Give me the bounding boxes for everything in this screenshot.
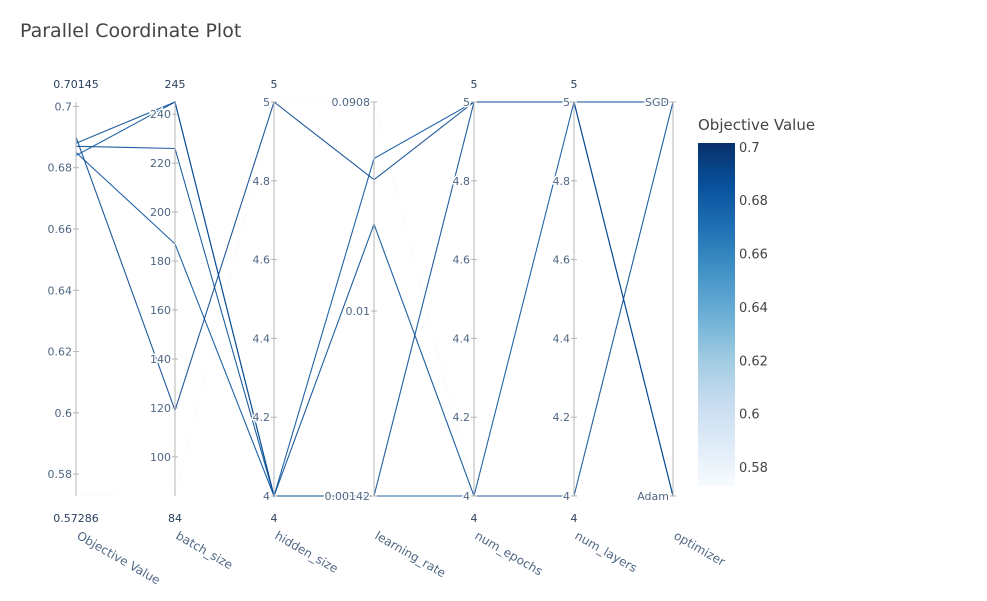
tick-label: 4.4	[453, 332, 471, 345]
tick-label: 180	[150, 255, 171, 268]
range-min-label: 4	[271, 512, 278, 525]
tick-label: 220	[150, 157, 171, 170]
tick-label: 4.6	[253, 254, 271, 267]
tick-label: 4.4	[553, 332, 571, 345]
tick-label: 0.58	[48, 468, 73, 481]
tick-label: 4.2	[453, 411, 471, 424]
dimension-label-num-layers: num_layers	[573, 528, 640, 575]
tick-label: 0.00142	[325, 490, 371, 503]
dimension-label-optimizer: optimizer	[672, 528, 728, 568]
colorbar-title: Objective Value	[698, 116, 815, 134]
chart-title: Parallel Coordinate Plot	[20, 20, 241, 42]
tick-label: 4.8	[253, 175, 271, 188]
colorbar-tick-label: 0.7	[739, 141, 760, 156]
tick-label: 120	[150, 402, 171, 415]
dimension-label-batch-size: batch_size	[174, 528, 236, 572]
tick-label: 4.8	[453, 175, 471, 188]
tick-label: 4.2	[553, 411, 571, 424]
axis-learning-rate[interactable]: 0.00142 0.01 0.0908 learning_rate	[323, 95, 449, 581]
range-max-label: 5	[571, 78, 578, 91]
range-min-label: 84	[168, 512, 182, 525]
tick-label: SGD	[645, 96, 669, 109]
tick-label: 0.66	[48, 223, 73, 236]
colorbar-tick-label: 0.64	[739, 301, 768, 316]
tick-label: 4.4	[253, 332, 271, 345]
tick-label: 4	[563, 490, 570, 503]
tick-label: 4.6	[553, 254, 571, 267]
tick-label: 0.68	[48, 162, 73, 175]
colorbar-tick-label: 0.58	[739, 461, 768, 476]
dimension-label-learning-rate: learning_rate	[373, 528, 449, 580]
dimension-label-objective-value: Objective Value	[75, 528, 163, 587]
tick-label: 0.01	[346, 305, 371, 318]
tick-label: 4	[263, 490, 270, 503]
colorbar-tick-label: 0.6	[739, 408, 760, 423]
tick-label: 4.2	[253, 411, 271, 424]
tick-label: 4.8	[553, 175, 571, 188]
tick-label: 0.62	[48, 346, 73, 359]
range-min-label: 4	[471, 512, 478, 525]
colorbar-tick-label: 0.62	[739, 354, 768, 369]
tick-label: 4	[463, 490, 470, 503]
range-max-label: 5	[271, 78, 278, 91]
tick-label: 5	[563, 96, 570, 109]
tick-label: 200	[150, 206, 171, 219]
tick-label: Adam	[637, 490, 669, 503]
tick-label: 4.6	[453, 254, 471, 267]
tick-label: 0.0908	[332, 96, 371, 109]
axis-num-layers[interactable]: 4 4.2 4.4 4.6 4.8 55 4 num_layers	[551, 78, 640, 575]
colorbar-tick-label: 0.68	[739, 194, 768, 209]
tick-label: 0.6	[55, 407, 73, 420]
tick-label: 0.7	[55, 100, 73, 113]
colorbar: Objective Value 0.58 0.6 0.62 0.64 0.66 0.68 0.…	[698, 116, 815, 486]
colorbar-tick-label: 0.66	[739, 248, 768, 263]
tick-label: 0.64	[48, 284, 73, 297]
tick-label: 140	[150, 353, 171, 366]
range-max-label: 245	[165, 78, 186, 91]
tick-label: 100	[150, 451, 171, 464]
tick-label: 5	[463, 96, 470, 109]
axis-objective-value[interactable]: 0.58 0.6 0.62 0.64 0.66 0.68 0.7 0.70145 0.57286…	[46, 78, 163, 587]
dimension-label-hidden-size: hidden_size	[273, 528, 341, 575]
axis-batch-size[interactable]: 100 120 140 160 180 200 220 240 245 84 batch_size	[149, 78, 236, 572]
tick-label: 5	[263, 96, 270, 109]
colorbar-gradient	[698, 143, 735, 486]
range-max-label: 0.70145	[53, 78, 99, 91]
range-max-label: 5	[471, 78, 478, 91]
tick-label: 160	[150, 304, 171, 317]
range-min-label: 0.57286	[53, 512, 99, 525]
dimension-label-num-epochs: num_epochs	[473, 528, 546, 578]
tick-label: 240	[150, 108, 171, 121]
axis-num-epochs[interactable]: 4 4.2 4.4 4.6 4.8 55 4 num_epochs	[451, 78, 546, 578]
range-min-label: 4	[571, 512, 578, 525]
